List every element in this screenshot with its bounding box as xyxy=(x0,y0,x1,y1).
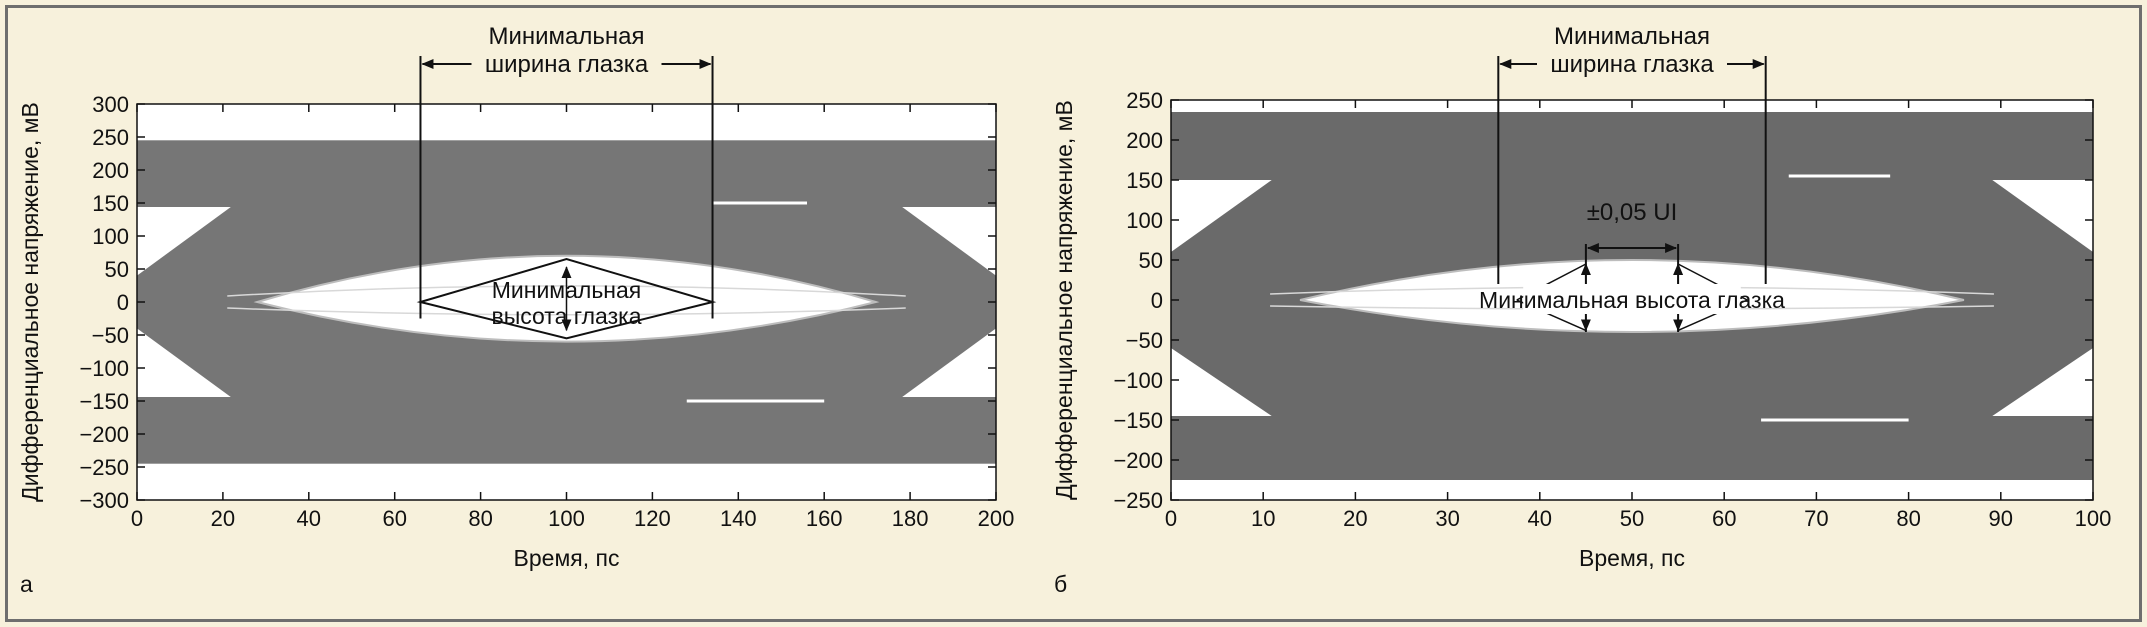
y-tick-label: −150 xyxy=(79,389,129,414)
eye-gap-upper-left xyxy=(1171,180,1272,252)
y-tick-label: −50 xyxy=(92,323,129,348)
eye-gap-upper-right xyxy=(1992,180,2093,252)
y-tick-label: −250 xyxy=(1113,488,1163,513)
x-tick-label: 160 xyxy=(806,506,843,531)
x-tick-label: 180 xyxy=(892,506,929,531)
x-tick-label: 10 xyxy=(1251,506,1275,531)
x-tick-label: 70 xyxy=(1804,506,1828,531)
eye-height-label: Минимальная высота глазка xyxy=(1479,287,1785,313)
eye-gap-lower-left xyxy=(137,328,231,397)
x-tick-label: 40 xyxy=(297,506,321,531)
x-tick-label: 100 xyxy=(2075,506,2112,531)
eye-width-label-line1: Минимальная xyxy=(1554,23,1710,50)
y-tick-label: 100 xyxy=(1126,208,1163,233)
y-tick-label: −100 xyxy=(1113,368,1163,393)
y-tick-label: 300 xyxy=(92,92,129,117)
eye-width-label-line2: ширина глазка xyxy=(485,51,649,78)
panel-label: б xyxy=(1054,571,1067,597)
eye-height-diamond xyxy=(416,258,717,340)
eye-gap-lower-right xyxy=(1992,348,2093,416)
y-tick-label: −100 xyxy=(79,356,129,381)
y-tick-label: −300 xyxy=(79,488,129,513)
eye-gap-upper-right xyxy=(902,207,996,276)
y-tick-label: 150 xyxy=(1126,168,1163,193)
chart-panel-1: 0 20 40 60 80 100 120 140 160 180 200 300 250 200 150 1… xyxy=(17,23,1014,597)
x-tick-label: 50 xyxy=(1620,506,1644,531)
y-axis-label: Дифференциальное напряжение, мВ xyxy=(1051,100,1077,500)
x-tick-label: 140 xyxy=(720,506,757,531)
x-tick-label: 80 xyxy=(1896,506,1920,531)
y-tick-label: 0 xyxy=(117,290,129,315)
y-tick-label: 200 xyxy=(1126,128,1163,153)
y-tick-label: −250 xyxy=(79,455,129,480)
y-axis-label: Дифференциальное напряжение, мВ xyxy=(17,102,43,502)
x-tick-label: 80 xyxy=(468,506,492,531)
x-tick-label: 40 xyxy=(1528,506,1552,531)
figure-frame: 0 20 40 60 80 100 120 140 160 180 200 300 250 200 150 1… xyxy=(5,5,2142,622)
y-tick-label: 100 xyxy=(92,224,129,249)
eye-band-bottom xyxy=(1171,416,2093,480)
chart-panel-2: 0 10 20 30 40 50 60 70 80 90 100 250 200 150 100 50 0 −50… xyxy=(1051,23,2111,597)
eye-width-label-line2: ширина глазка xyxy=(1550,51,1714,78)
x-axis-label: Время, пс xyxy=(1579,545,1685,571)
x-tick-label: 60 xyxy=(1712,506,1736,531)
eye-height-label-bg xyxy=(1523,284,1741,314)
eye-diagram-figure: 0 20 40 60 80 100 120 140 160 180 2003002502001501… xyxy=(17,23,2111,597)
eye-height-label-line2: высота глазка xyxy=(492,303,642,329)
eye-gap-lower-left xyxy=(1171,348,1272,416)
x-tick-label: 0 xyxy=(131,506,143,531)
eye-height-label-line1: Минимальная xyxy=(492,277,642,303)
y-tick-label: 200 xyxy=(92,158,129,183)
x-axis-label: Время, пс xyxy=(514,545,620,571)
y-tick-label: −200 xyxy=(1113,448,1163,473)
x-tick-label: 90 xyxy=(1989,506,2013,531)
x-tick-label: 200 xyxy=(978,506,1015,531)
x-tick-label: 30 xyxy=(1435,506,1459,531)
x-tick-label: 20 xyxy=(1343,506,1367,531)
eye-band-top xyxy=(1171,112,2093,180)
eye-pattern xyxy=(137,140,996,464)
x-tick-label: 20 xyxy=(211,506,235,531)
eye-band-top xyxy=(137,140,996,207)
eye-gap-lower-right xyxy=(902,328,996,397)
eye-band-bottom xyxy=(137,397,996,464)
y-tick-label: −50 xyxy=(1126,328,1163,353)
x-tick-label: 0 xyxy=(1165,506,1177,531)
y-tick-label: 50 xyxy=(1139,248,1163,273)
y-tick-label: 0 xyxy=(1151,288,1163,313)
x-tick-label: 120 xyxy=(634,506,671,531)
x-tick-label: 60 xyxy=(382,506,406,531)
y-tick-label: −150 xyxy=(1113,408,1163,433)
ui-range-label: ±0,05 UI xyxy=(1587,199,1678,226)
eye-width-label-line1: Минимальная xyxy=(488,23,644,50)
y-tick-label: 250 xyxy=(92,125,129,150)
panel-label: а xyxy=(20,571,33,597)
y-tick-label: −200 xyxy=(79,422,129,447)
y-tick-label: 50 xyxy=(105,257,129,282)
eye-gap-upper-left xyxy=(137,207,231,276)
y-tick-label: 150 xyxy=(92,191,129,216)
y-tick-label: 250 xyxy=(1126,88,1163,113)
x-tick-label: 100 xyxy=(548,506,585,531)
